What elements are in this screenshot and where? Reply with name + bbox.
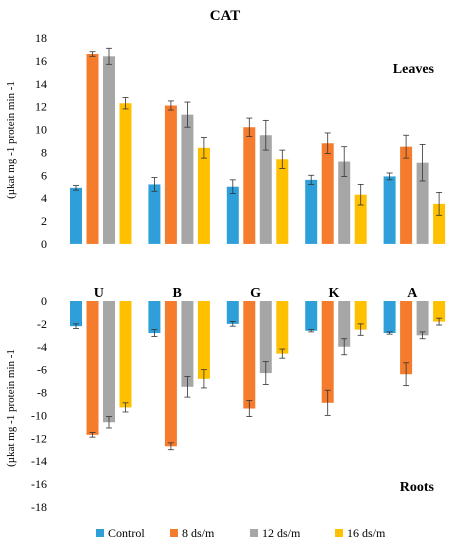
bar-leaves: [338, 161, 351, 244]
bar-roots: [338, 301, 351, 347]
legend-swatch: [250, 529, 258, 537]
bar-roots: [354, 301, 367, 330]
bar-leaves: [148, 184, 161, 244]
y-axis-label-leaves: (µkat mg -1 protein min -1: [5, 81, 17, 199]
bar-leaves: [276, 159, 289, 244]
bar-leaves: [197, 147, 210, 244]
bar-leaves: [433, 203, 446, 244]
bar-leaves: [164, 105, 177, 244]
bar-roots: [276, 301, 289, 354]
bar-roots: [259, 301, 272, 374]
bar-leaves: [354, 194, 367, 244]
bar-roots: [119, 301, 132, 408]
category-label: B: [172, 286, 181, 301]
y-tick-label: 2: [41, 214, 47, 228]
y-tick-label: 4: [41, 191, 47, 205]
category-label: G: [250, 286, 261, 301]
bar-roots: [148, 301, 161, 334]
y-tick-label: -2: [37, 317, 47, 331]
y-tick-label: 14: [35, 77, 47, 91]
y-tick-label: -18: [31, 500, 47, 514]
legend-swatch: [335, 529, 343, 537]
bar-roots: [243, 301, 256, 409]
bar-roots: [197, 301, 210, 379]
bar-roots: [321, 301, 334, 403]
bar-leaves: [86, 54, 99, 244]
category-label: K: [329, 286, 340, 301]
y-tick-label: 10: [35, 123, 47, 137]
y-tick-label: 0: [41, 294, 47, 308]
bar-roots: [400, 301, 413, 375]
y-tick-label: 0: [41, 237, 47, 251]
y-tick-label: 16: [35, 54, 47, 68]
bar-leaves: [321, 143, 334, 244]
bar-leaves: [119, 103, 132, 244]
legend-swatch: [96, 529, 104, 537]
category-label: U: [94, 286, 104, 301]
panel-label-roots: Roots: [400, 480, 435, 495]
y-tick-label: 6: [41, 168, 47, 182]
y-tick-label: -16: [31, 477, 47, 491]
bar-roots: [164, 301, 177, 447]
bar-leaves: [305, 179, 318, 244]
bar-leaves: [383, 176, 396, 244]
bar-leaves: [103, 56, 115, 244]
bar-roots: [305, 301, 318, 331]
bar-roots: [103, 301, 115, 423]
y-tick-label: 12: [35, 100, 47, 114]
y-tick-label: -12: [31, 431, 47, 445]
plot-area: 0 2 4 6 8 10 12 14 16 18 0 -2 -4 -6 -8 -10 -12 -14 -16 -18 U…: [31, 31, 446, 514]
y-axis-label-roots: (µkat mg -1 protein min -1: [5, 349, 17, 467]
y-tick-label: -4: [37, 340, 47, 354]
bar-leaves: [400, 146, 413, 244]
bar-leaves: [226, 186, 239, 244]
bar-leaves: [416, 162, 429, 244]
legend-label: 12 ds/m: [262, 526, 301, 540]
y-tick-label: -8: [37, 386, 47, 400]
bar-leaves: [181, 114, 194, 244]
bar-roots: [181, 301, 194, 387]
bar-leaves: [243, 127, 256, 244]
y-tick-label: -14: [31, 454, 47, 468]
legend-label: Control: [108, 526, 145, 540]
bar-roots: [70, 301, 82, 327]
bar-leaves: [70, 187, 82, 244]
category-label: A: [407, 286, 418, 301]
legend-label: 16 ds/m: [347, 526, 386, 540]
chart-title: CAT: [210, 8, 241, 24]
legend-swatch: [170, 529, 178, 537]
bar-roots: [86, 301, 99, 435]
y-tick-label: -6: [37, 363, 47, 377]
y-tick-label: -10: [31, 408, 47, 422]
bar-roots: [383, 301, 396, 334]
legend-label: 8 ds/m: [182, 526, 215, 540]
bar-roots: [433, 301, 446, 322]
bar-roots: [416, 301, 429, 336]
panel-label-leaves: Leaves: [393, 62, 435, 77]
y-tick-label: 8: [41, 145, 47, 159]
y-tick-label: 18: [35, 31, 47, 45]
bar-leaves: [259, 135, 272, 244]
legend: Control 8 ds/m 12 ds/m 16 ds/m: [96, 526, 386, 540]
bar-roots: [226, 301, 239, 324]
